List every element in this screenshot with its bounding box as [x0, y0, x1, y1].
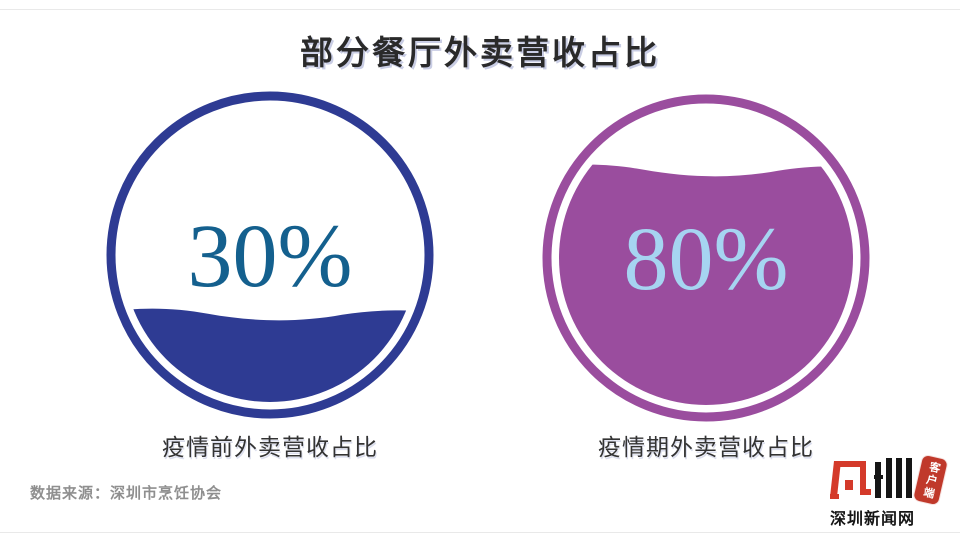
liquid-wave-right	[559, 164, 853, 405]
client-badge-seal: 客户端	[913, 454, 948, 506]
liquid-gauge-svg-left: 30%	[106, 91, 434, 419]
gauge-label-during-pandemic: 疫情期外卖营收占比	[598, 434, 814, 460]
gauge-value-right: 80%	[624, 210, 789, 309]
liquid-gauge-svg-right: 80%	[542, 94, 870, 422]
data-source-note: 数据来源：深圳市烹饪协会	[30, 485, 223, 502]
chart-title: 部分餐厅外卖营收占比	[300, 34, 660, 71]
brand-logo: 客户端 深圳新闻网	[830, 454, 948, 529]
logo-zhen-bars-icon	[874, 458, 912, 498]
gauge-pre-pandemic: 30%	[102, 87, 438, 423]
brand-logo-row: 客户端	[830, 454, 948, 506]
brand-name: 深圳新闻网	[830, 511, 916, 528]
gauge-during-pandemic: 80%	[538, 90, 874, 426]
bottom-border-line	[0, 532, 960, 533]
gauge-label-pre-pandemic: 疫情前外卖营收占比	[162, 434, 378, 460]
gauge-value-left: 30%	[188, 207, 353, 306]
top-border-line	[0, 9, 960, 10]
client-badge-text: 客户端	[920, 459, 942, 501]
logo-fan-glyph-icon	[830, 461, 871, 499]
